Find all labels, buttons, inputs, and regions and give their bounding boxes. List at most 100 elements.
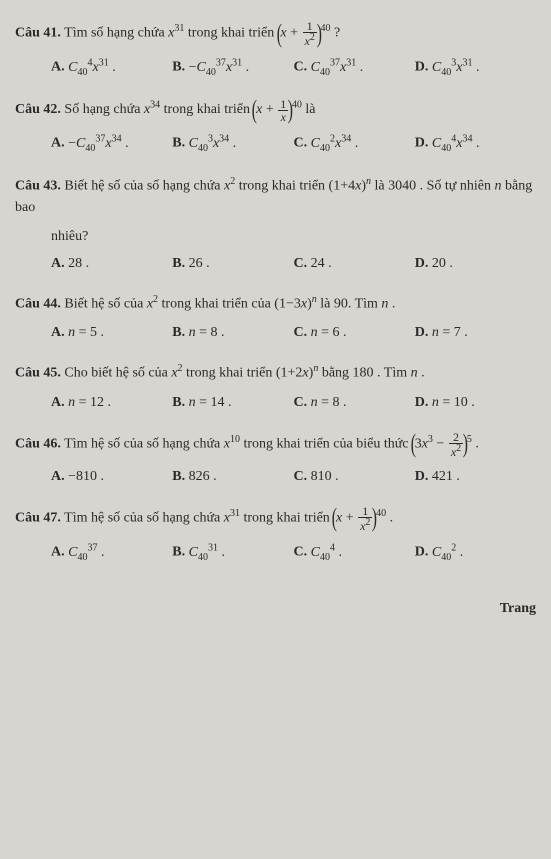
options-row: A. C4037 .B. C4031 .C. C404 .D. C402 . xyxy=(51,540,536,568)
option-label: D. xyxy=(415,395,429,410)
option-label: A. xyxy=(51,60,65,75)
options-row: A. C404x31 .B. −C4037x31 .C. C4037x31 .D… xyxy=(51,55,536,83)
option-label: A. xyxy=(51,256,65,271)
option: D. n = 7 . xyxy=(415,322,536,343)
options-row: A. n = 5 .B. n = 8 .C. n = 6 .D. n = 7 . xyxy=(51,322,536,347)
question-label: Câu 45. xyxy=(15,366,61,381)
option-text: −C4037x34 . xyxy=(68,136,128,151)
options-row: A. 28 .B. 26 .C. 24 .D. 20 . xyxy=(51,253,536,278)
question-label: Câu 44. xyxy=(15,296,61,311)
option-label: B. xyxy=(172,136,185,151)
question-label: Câu 43. xyxy=(15,179,61,194)
question: Câu 41. Tìm số hạng chứa x31 trong khai … xyxy=(15,20,536,83)
option: A. n = 12 . xyxy=(51,392,172,413)
question-label: Câu 41. xyxy=(15,26,61,41)
question-stem: Câu 42. Số hạng chứa x34 trong khai triể… xyxy=(15,97,536,123)
option: B. n = 14 . xyxy=(172,392,293,413)
option-text: 421 . xyxy=(432,469,460,484)
option: B. C4031 . xyxy=(172,540,293,564)
option-label: C. xyxy=(294,325,308,340)
question: Câu 42. Số hạng chứa x34 trong khai triể… xyxy=(15,97,536,159)
option: D. C404x34 . xyxy=(415,131,536,155)
question-label: Câu 47. xyxy=(15,511,61,526)
options-row: A. −810 .B. 826 .C. 810 .D. 421 . xyxy=(51,466,536,491)
option-label: B. xyxy=(172,256,185,271)
option-text: C404 . xyxy=(311,545,342,560)
option-label: B. xyxy=(172,325,185,340)
option-text: C4037x31 . xyxy=(311,60,364,75)
question-stem: Câu 43. Biết hệ số của số hạng chứa x2 t… xyxy=(15,174,536,218)
option-text: C404x31 . xyxy=(68,60,116,75)
option: D. C402 . xyxy=(415,540,536,564)
option-label: A. xyxy=(51,545,65,560)
option: A. 28 . xyxy=(51,253,172,274)
option: A. n = 5 . xyxy=(51,322,172,343)
option: D. 20 . xyxy=(415,253,536,274)
option: B. n = 8 . xyxy=(172,322,293,343)
option-label: C. xyxy=(294,256,308,271)
option-text: C4031 . xyxy=(189,545,225,560)
option-text: 826 . xyxy=(189,469,217,484)
question-stem: Câu 41. Tìm số hạng chứa x31 trong khai … xyxy=(15,20,536,47)
option-text: 28 . xyxy=(68,256,89,271)
option-text: −810 . xyxy=(68,469,104,484)
option: A. −810 . xyxy=(51,466,172,487)
option: C. C402x34 . xyxy=(294,131,415,155)
options-row: A. −C4037x34 .B. C403x34 .C. C402x34 .D.… xyxy=(51,131,536,159)
page-footer: Trang xyxy=(15,598,536,619)
option-label: D. xyxy=(415,136,429,151)
option-text: n = 10 . xyxy=(432,395,475,410)
option-label: C. xyxy=(294,60,308,75)
option-label: C. xyxy=(294,469,308,484)
question: Câu 44. Biết hệ số của x2 trong khai tri… xyxy=(15,292,536,348)
option-text: n = 14 . xyxy=(189,395,232,410)
option: B. C403x34 . xyxy=(172,131,293,155)
question-label: Câu 46. xyxy=(15,437,61,452)
option-text: C403x34 . xyxy=(189,136,237,151)
option-text: C402x34 . xyxy=(311,136,359,151)
question-stem-cont: nhiêu? xyxy=(51,226,536,247)
option: B. 826 . xyxy=(172,466,293,487)
question-stem: Câu 47. Tìm hệ số của số hạng chứa x31 t… xyxy=(15,505,536,532)
option: C. C4037x31 . xyxy=(294,55,415,79)
option-label: C. xyxy=(294,395,308,410)
option: A. C4037 . xyxy=(51,540,172,564)
option-label: C. xyxy=(294,545,308,560)
option-text: C404x34 . xyxy=(432,136,480,151)
option: D. n = 10 . xyxy=(415,392,536,413)
option-text: n = 7 . xyxy=(432,325,468,340)
options-row: A. n = 12 .B. n = 14 .C. n = 8 .D. n = 1… xyxy=(51,392,536,417)
option-text: n = 8 . xyxy=(311,395,347,410)
option: C. n = 8 . xyxy=(294,392,415,413)
option: C. C404 . xyxy=(294,540,415,564)
question-label: Câu 42. xyxy=(15,103,61,118)
question: Câu 43. Biết hệ số của số hạng chứa x2 t… xyxy=(15,174,536,278)
option-text: n = 6 . xyxy=(311,325,347,340)
option-text: n = 12 . xyxy=(68,395,111,410)
option-label: D. xyxy=(415,60,429,75)
option-text: n = 5 . xyxy=(68,325,104,340)
question-stem: Câu 44. Biết hệ số của x2 trong khai tri… xyxy=(15,292,536,315)
option-label: A. xyxy=(51,136,65,151)
question: Câu 47. Tìm hệ số của số hạng chứa x31 t… xyxy=(15,505,536,568)
option: C. 24 . xyxy=(294,253,415,274)
question: Câu 45. Cho biết hệ số của x2 trong khai… xyxy=(15,361,536,417)
option-label: A. xyxy=(51,469,65,484)
option-text: 24 . xyxy=(311,256,332,271)
option-label: B. xyxy=(172,545,185,560)
option: C. 810 . xyxy=(294,466,415,487)
option-label: B. xyxy=(172,395,185,410)
option-text: −C4037x31 . xyxy=(189,60,249,75)
option-text: 810 . xyxy=(311,469,339,484)
option-label: D. xyxy=(415,256,429,271)
option-label: D. xyxy=(415,469,429,484)
option: B. 26 . xyxy=(172,253,293,274)
option: A. −C4037x34 . xyxy=(51,131,172,155)
option-text: C403x31 . xyxy=(432,60,480,75)
option-label: B. xyxy=(172,469,185,484)
option: D. C403x31 . xyxy=(415,55,536,79)
option-text: n = 8 . xyxy=(189,325,225,340)
option-label: D. xyxy=(415,545,429,560)
option: C. n = 6 . xyxy=(294,322,415,343)
option-label: A. xyxy=(51,325,65,340)
